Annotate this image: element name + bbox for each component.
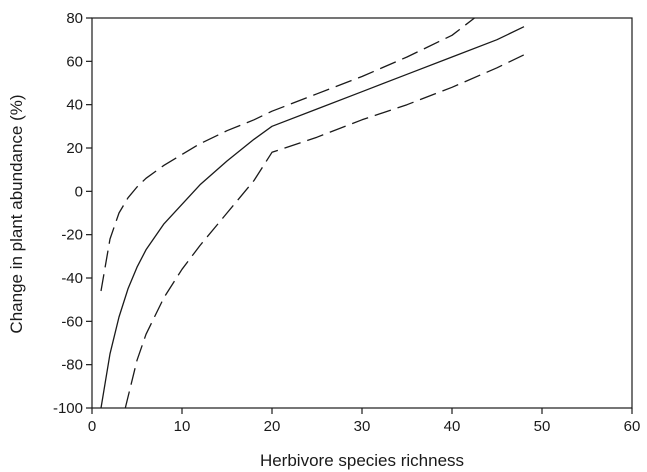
x-tick-label: 40 <box>444 418 461 435</box>
x-tick-label: 20 <box>264 418 281 435</box>
x-tick-label: 10 <box>174 418 191 435</box>
series-lines <box>100 17 525 409</box>
x-tick-label: 60 <box>624 418 641 435</box>
upper-bound-dashed-line <box>100 17 475 292</box>
y-tick-label: -80 <box>61 357 83 374</box>
y-tick-label: 60 <box>66 53 83 70</box>
x-tick-label: 0 <box>88 418 96 435</box>
y-axis-title: Change in plant abundance (%) <box>7 94 26 333</box>
fitted-solid-line <box>100 26 525 409</box>
y-tick-label: 0 <box>75 183 83 200</box>
x-axis-ticks: 0 10 20 30 40 50 60 <box>88 408 641 435</box>
y-tick-label: 80 <box>66 10 83 27</box>
y-tick-label: -20 <box>61 227 83 244</box>
x-tick-label: 30 <box>354 418 371 435</box>
y-tick-label: -40 <box>61 270 83 287</box>
y-tick-label: 20 <box>66 140 83 157</box>
y-tick-label: -100 <box>53 400 83 417</box>
y-tick-label: 40 <box>66 97 83 114</box>
y-axis-ticks: -100 -80 -60 -40 -20 0 20 40 60 80 <box>53 10 92 417</box>
x-axis-title: Herbivore species richness <box>260 451 464 470</box>
y-tick-label: -60 <box>61 313 83 330</box>
x-tick-label: 50 <box>534 418 551 435</box>
lower-bound-dashed-line <box>124 54 525 409</box>
